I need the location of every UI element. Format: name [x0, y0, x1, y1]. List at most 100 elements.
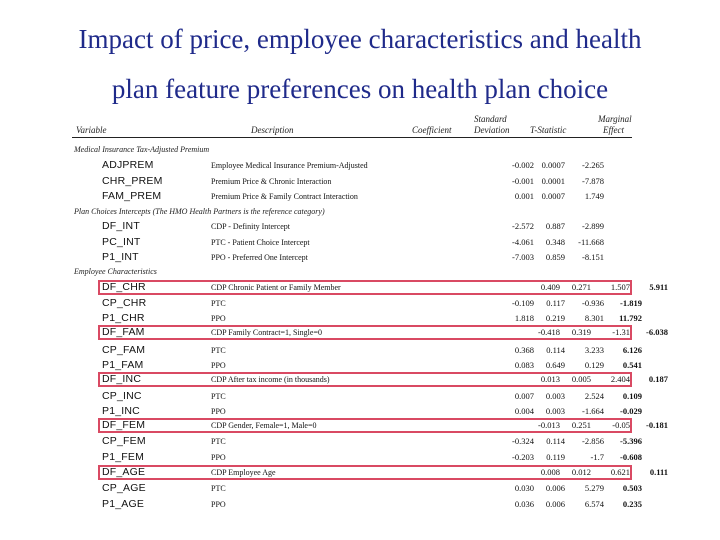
cell-var: P1_INT	[102, 251, 139, 263]
cell-desc: PPO	[211, 500, 226, 509]
cell-me: 5.911	[649, 282, 668, 292]
table-row: DF_INC CDP After tax income (in thousands…	[98, 372, 668, 387]
cell-var: CP_CHR	[102, 297, 147, 309]
header-coefficient: Coefficient	[412, 125, 452, 135]
cell-coef: 0.368	[514, 345, 534, 355]
cell-desc: CDP Employee Age	[211, 468, 276, 477]
cell-var: PC_INT	[102, 236, 141, 248]
cell-coef: -0.109	[512, 298, 534, 308]
cell-coef: 0.036	[514, 499, 534, 509]
cell-desc: PTC	[211, 437, 226, 446]
cell-std: 0.319	[571, 327, 591, 337]
table-row: DF_INT CDP - Definity Intercept -2.572 0.88…	[68, 219, 638, 234]
table-row: P1_FEM PPO -0.203 0.119 -1.7 -0.608	[68, 450, 642, 465]
cell-std: 0.117	[546, 298, 565, 308]
cell-coef: 0.004	[514, 406, 534, 416]
table-row: DF_FEM CDP Gender, Female=1, Male=0 -0.013…	[98, 418, 668, 433]
cell-coef: -0.013	[538, 420, 560, 430]
cell-desc: PTC	[211, 299, 226, 308]
cell-desc: PPO	[211, 314, 226, 323]
cell-coef: 0.013	[540, 374, 560, 384]
cell-coef: -0.418	[538, 327, 560, 337]
cell-t: 8.301	[584, 313, 604, 323]
header-marginal-line2: Effect	[603, 125, 624, 135]
cell-desc: Premium Price & Chronic Interaction	[211, 177, 332, 186]
table-row: P1_INC PPO 0.004 0.003 -1.664 -0.029	[68, 404, 642, 419]
cell-t: 0.129	[584, 360, 604, 370]
cell-t: -2.899	[582, 221, 604, 231]
cell-desc: PTC	[211, 346, 226, 355]
cell-var: DF_FAM	[102, 326, 145, 338]
cell-coef: -4.061	[512, 237, 534, 247]
table-row: P1_INT PPO - Preferred One Intercept -7.00…	[68, 250, 638, 265]
cell-me: 0.235	[622, 499, 642, 509]
table-row: CP_FEM PTC -0.324 0.114 -2.856 -5.396	[68, 434, 642, 449]
cell-t: 5.279	[584, 483, 604, 493]
cell-std: 0.114	[546, 436, 565, 446]
header-description: Description	[251, 125, 294, 135]
cell-var: CP_AGE	[102, 482, 146, 494]
cell-std: 0.005	[571, 374, 591, 384]
cell-t: 3.233	[584, 345, 604, 355]
cell-me: -6.038	[646, 327, 668, 337]
table-row: PC_INT PTC - Patient Choice Intercept -4.0…	[68, 235, 638, 250]
table-row: CP_INC PTC 0.007 0.003 2.524 0.109	[68, 389, 642, 404]
cell-t: 0.621	[610, 467, 630, 477]
cell-coef: 0.083	[514, 360, 534, 370]
cell-std: 0.0007	[541, 160, 565, 170]
cell-std: 0.012	[571, 467, 591, 477]
cell-var: FAM_PREM	[102, 190, 162, 202]
cell-var: CP_INC	[102, 390, 142, 402]
cell-t: -8.151	[582, 252, 604, 262]
cell-var: P1_FEM	[102, 451, 145, 463]
cell-coef: 0.030	[514, 483, 534, 493]
cell-me: -1.819	[620, 298, 642, 308]
slide-title-line2: plan feature preferences on health plan …	[111, 74, 609, 104]
cell-var: P1_AGE	[102, 498, 145, 510]
table-row: CP_AGE PTC 0.030 0.006 5.279 0.503	[68, 481, 642, 496]
header-std-dev-line1: Standard	[474, 114, 507, 124]
cell-var: DF_FEM	[102, 419, 146, 431]
cell-std: 0.649	[545, 360, 565, 370]
table-row: FAM_PREM Premium Price & Family Contract …	[68, 189, 638, 204]
cell-t: 6.574	[584, 499, 604, 509]
cell-t: -7.878	[582, 176, 604, 186]
cell-coef: 0.007	[514, 391, 534, 401]
cell-t: 1.749	[584, 191, 604, 201]
table-row: CHR_PREM Premium Price & Chronic Interact…	[68, 174, 638, 189]
cell-std: 0.348	[545, 237, 565, 247]
cell-coef: -7.003	[512, 252, 534, 262]
cell-me: -0.181	[646, 420, 668, 430]
cell-var: P1_FAM	[102, 359, 144, 371]
cell-me: -0.608	[620, 452, 642, 462]
cell-std: 0.003	[545, 391, 565, 401]
cell-var: DF_INT	[102, 220, 140, 232]
cell-std: 0.0001	[541, 176, 565, 186]
cell-desc: CDP After tax income (in thousands)	[211, 375, 330, 384]
cell-std: 0.006	[545, 483, 565, 493]
header-rule	[72, 137, 632, 138]
cell-desc: CDP Gender, Female=1, Male=0	[211, 421, 317, 430]
table-row: CP_FAM PTC 0.368 0.114 3.233 6.126	[68, 343, 642, 358]
cell-var: DF_CHR	[102, 281, 146, 293]
cell-var: P1_CHR	[102, 312, 145, 324]
cell-var: ADJPREM	[102, 159, 154, 171]
cell-coef: -0.324	[512, 436, 534, 446]
cell-std: 0.271	[571, 282, 591, 292]
cell-t: -1.7	[590, 452, 604, 462]
cell-desc: CDP Chronic Patient or Family Member	[211, 283, 341, 292]
cell-desc: PPO - Preferred One Intercept	[211, 253, 308, 262]
cell-coef: -0.001	[512, 176, 534, 186]
slide-title-line1: Impact of price, employee characteristic…	[78, 24, 642, 54]
cell-coef: -0.002	[512, 160, 534, 170]
cell-std: 0.114	[546, 345, 565, 355]
cell-coef: 0.001	[514, 191, 534, 201]
section-premium: Medical Insurance Tax-Adjusted Premium	[74, 145, 210, 154]
cell-me: 6.126	[622, 345, 642, 355]
cell-desc: PPO	[211, 407, 226, 416]
cell-me: -0.029	[620, 406, 642, 416]
cell-var: CP_FAM	[102, 344, 146, 356]
cell-std: 0.887	[545, 221, 565, 231]
table-row: DF_CHR CDP Chronic Patient or Family Memb…	[98, 280, 668, 295]
table-row: P1_FAM PPO 0.083 0.649 0.129 0.541	[68, 358, 642, 373]
